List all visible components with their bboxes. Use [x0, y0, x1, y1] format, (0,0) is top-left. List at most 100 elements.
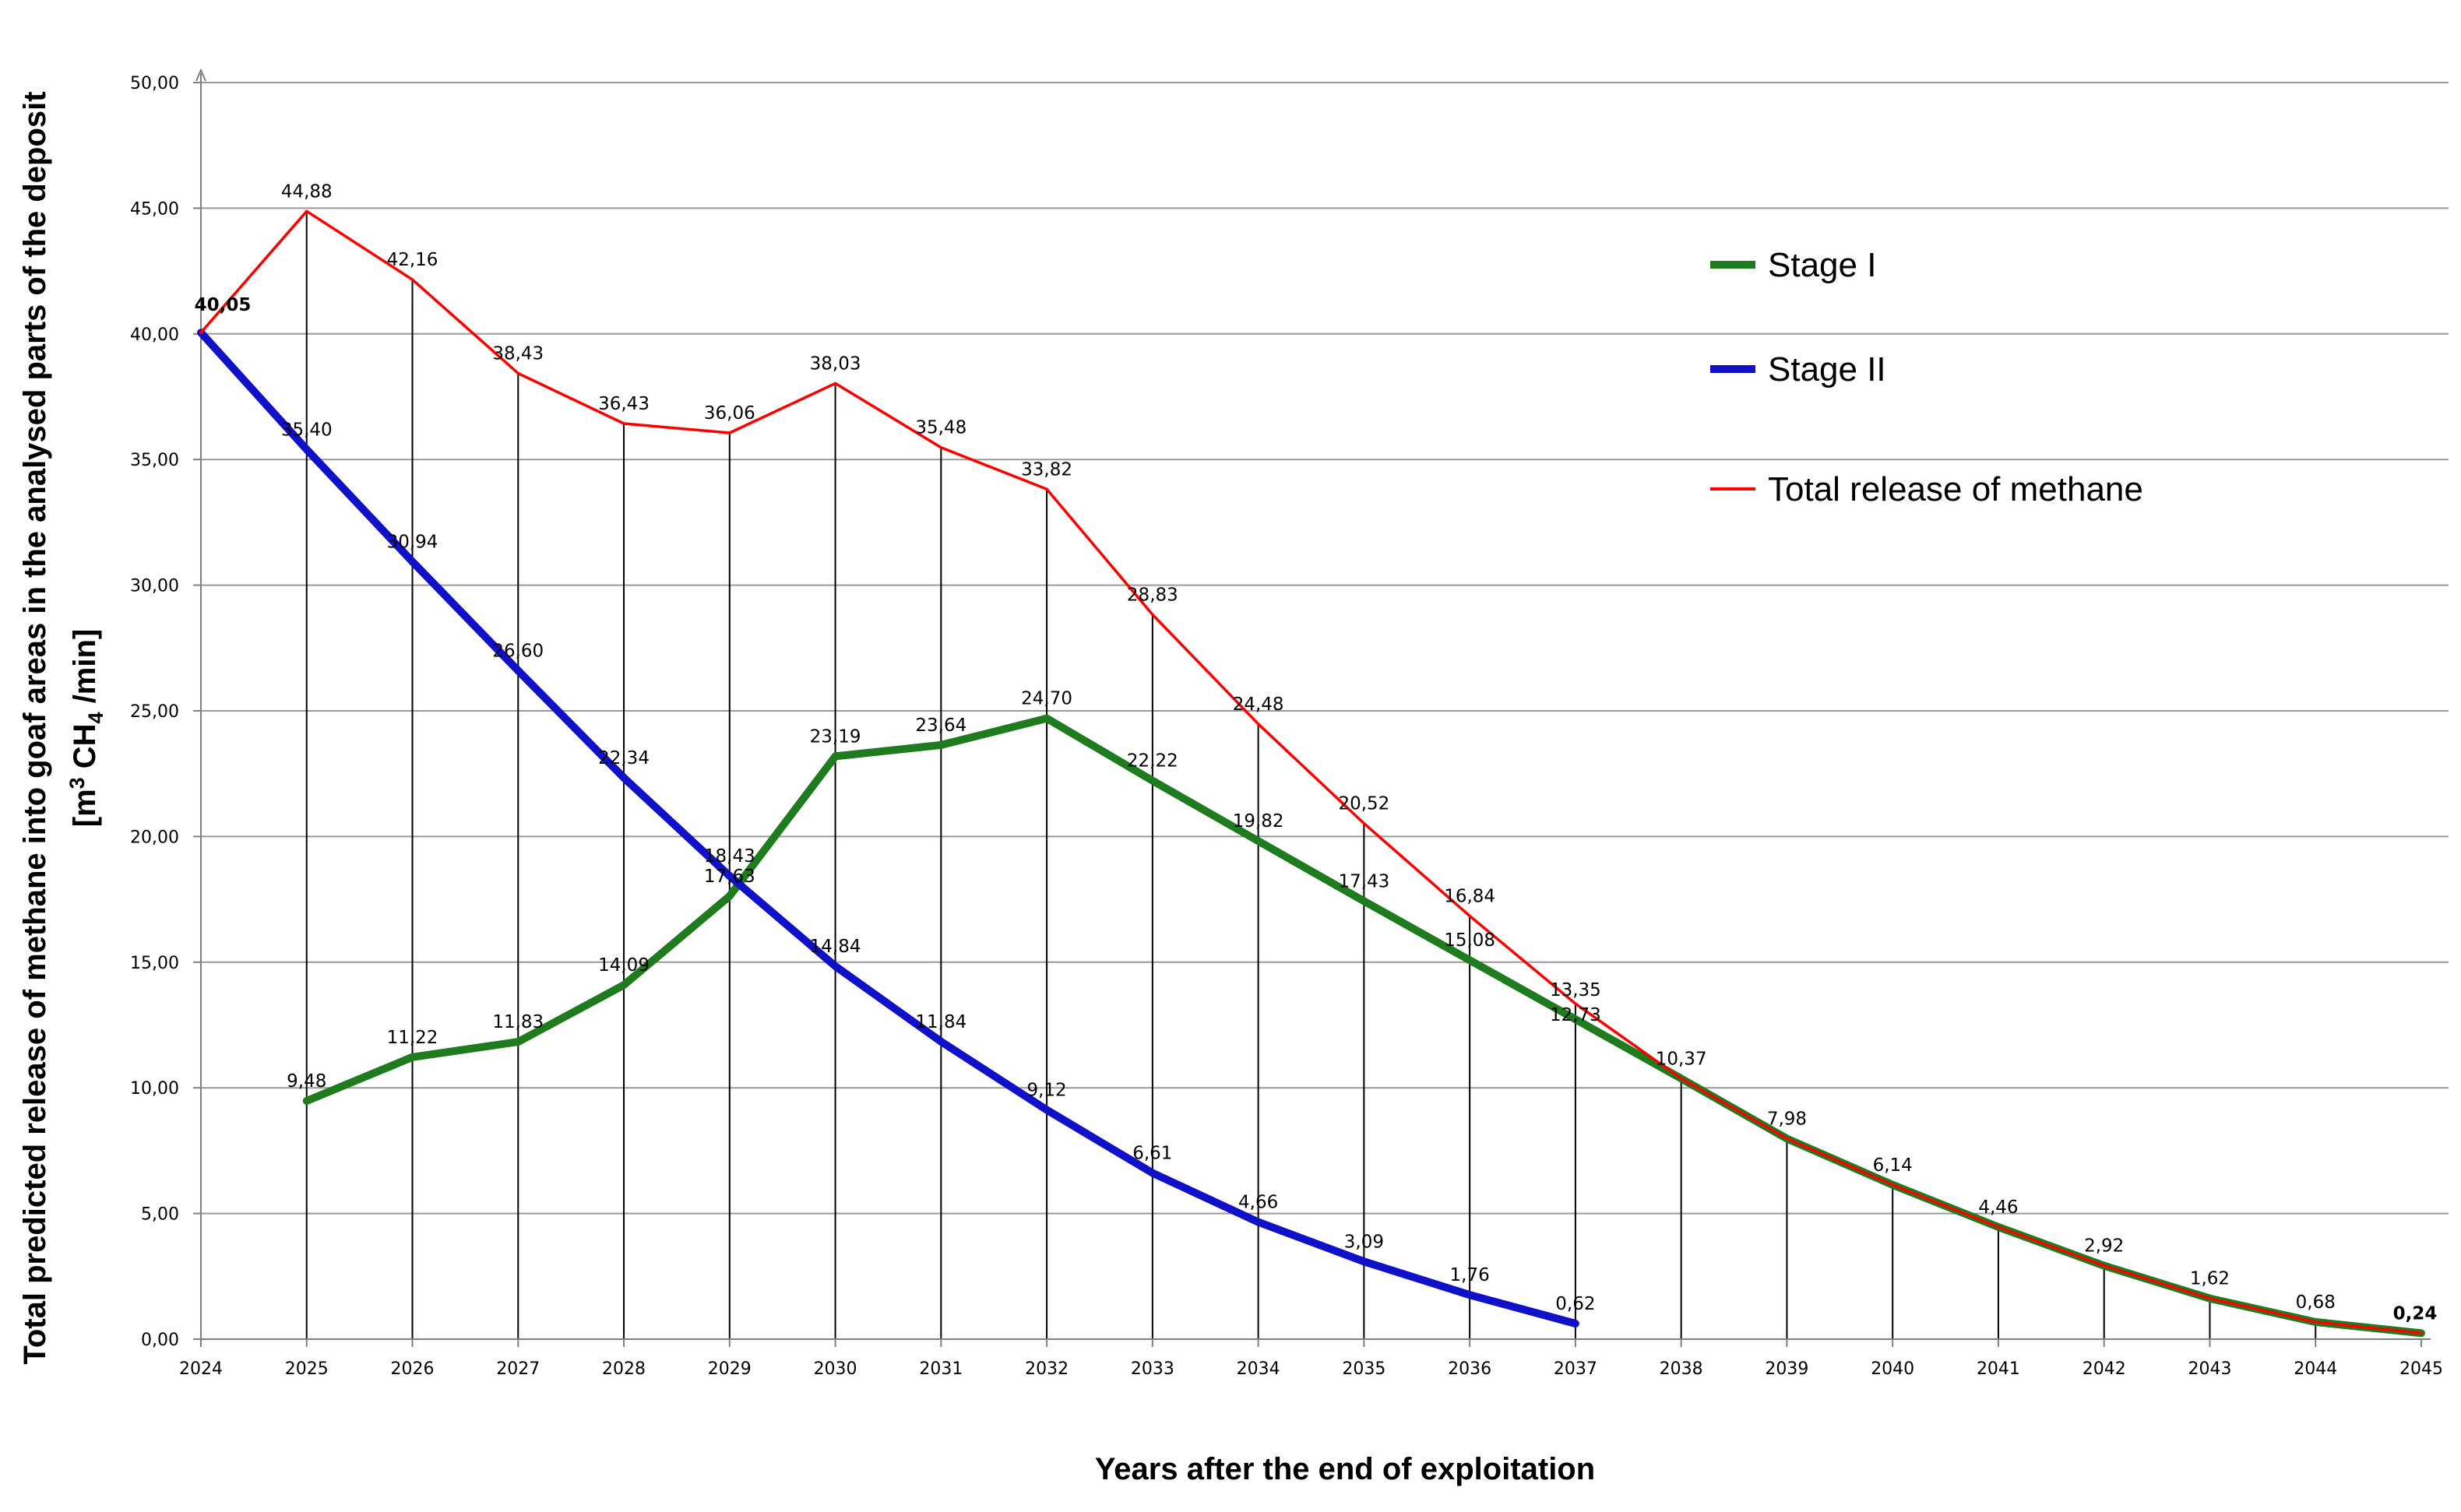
legend: Stage I Stage II Total release of methane	[1710, 246, 2143, 508]
tick-labels: 0,00 5,00 10,00 15,00 20,00 25,00 30,00 35,00 40…	[130, 74, 2443, 1379]
x-tick-label: 2033	[1131, 1359, 1174, 1379]
data-label-total: 33,82	[1021, 459, 1072, 480]
data-labels: 40,05 44,88 42,16 38,43 36,43 36,06 38,03 35,48…	[195, 181, 2438, 1324]
data-label-stage-ii: 18,43	[704, 846, 755, 867]
x-tick-label: 2042	[2083, 1359, 2126, 1379]
y-tick-label: 45,00	[130, 199, 179, 219]
data-label-stage-i: 12,73	[1550, 1005, 1601, 1025]
y-axis-unit-mid: CH	[68, 723, 102, 777]
data-label-stage-ii: 1,76	[1450, 1265, 1490, 1285]
x-tick-label: 2044	[2294, 1359, 2337, 1379]
y-tick-label: 50,00	[130, 74, 179, 93]
y-axis-title-line1: Total predicted release of methane into …	[18, 91, 52, 1364]
data-label-stage-i: 22,22	[1127, 751, 1178, 772]
x-tick-label: 2029	[708, 1359, 752, 1379]
data-label-total: 0,68	[2296, 1292, 2336, 1313]
y-axis-unit-prefix: [m	[68, 789, 102, 827]
data-label-total: 7,98	[1767, 1109, 1807, 1129]
y-tick-label: 10,00	[130, 1079, 179, 1099]
data-label-total: 42,16	[387, 250, 438, 270]
data-label-total: 44,88	[281, 181, 333, 202]
data-label-stage-ii: 0,62	[1555, 1294, 1595, 1314]
x-tick-label: 2025	[285, 1359, 329, 1379]
y-axis-arrow	[195, 68, 206, 82]
data-label-stage-i: 24,70	[1021, 689, 1072, 709]
legend-label: Stage II	[1768, 350, 1886, 389]
data-label-stage-ii: 6,61	[1132, 1144, 1172, 1164]
data-label-total: 1,62	[2190, 1269, 2230, 1289]
x-axis-title: Years after the end of exploitation	[1095, 1452, 1595, 1486]
x-tick-label: 2043	[2188, 1359, 2231, 1379]
y-axis-title-line2: [m3 CH4 /min]	[65, 629, 107, 828]
data-label-stage-i: 11,22	[387, 1028, 438, 1048]
data-label-stage-ii: 35,40	[281, 420, 333, 440]
x-tick-label: 2041	[1977, 1359, 2020, 1379]
gridlines	[201, 82, 2449, 1339]
x-tick-label: 2024	[179, 1359, 223, 1379]
data-label-total: 13,35	[1550, 980, 1601, 1000]
data-label-stage-ii: 4,66	[1238, 1193, 1278, 1213]
x-tick-label: 2039	[1765, 1359, 1808, 1379]
data-label-total: 4,46	[1978, 1197, 2018, 1218]
data-label-stage-i: 9,48	[287, 1071, 326, 1092]
x-tick-label: 2036	[1448, 1359, 1491, 1379]
data-label-stage-i: 17,43	[1338, 871, 1389, 891]
data-label-stage-i: 23,64	[915, 716, 966, 736]
data-label-stage-i: 17,63	[704, 867, 755, 887]
y-axis-title: Total predicted release of methane into …	[18, 91, 107, 1364]
y-tick-label: 15,00	[130, 954, 179, 973]
x-tick-label: 2030	[814, 1359, 857, 1379]
y-tick-label: 25,00	[130, 702, 179, 722]
y-tick-label: 30,00	[130, 577, 179, 596]
data-label-stage-i: 11,83	[492, 1012, 544, 1032]
y-tick-label: 0,00	[141, 1331, 179, 1350]
data-label-total: 24,48	[1233, 694, 1284, 715]
data-label-stage-i: 15,08	[1444, 930, 1495, 951]
data-label-stage-ii: 14,84	[810, 937, 861, 957]
y-tick-label: 35,00	[130, 451, 179, 470]
legend-label: Total release of methane	[1768, 470, 2143, 508]
data-label-total: 10,37	[1656, 1049, 1707, 1069]
data-label-total: 38,03	[810, 353, 861, 374]
x-tick-label: 2031	[919, 1359, 963, 1379]
data-label-total: 6,14	[1873, 1155, 1913, 1176]
x-tick-label: 2038	[1660, 1359, 1703, 1379]
data-series	[197, 209, 2425, 1338]
series-line-total-release-of-methane	[199, 209, 2423, 1335]
data-label-stage-ii: 30,94	[387, 532, 438, 552]
data-label-stage-i: 14,09	[598, 955, 650, 976]
legend-label: Stage I	[1768, 246, 1876, 284]
data-label-total: 2,92	[2084, 1236, 2124, 1257]
data-label-total: 20,52	[1338, 794, 1389, 814]
data-label-stage-i: 19,82	[1233, 811, 1284, 832]
y-axis-unit-sup: 3	[65, 777, 89, 789]
y-tick-label: 5,00	[141, 1205, 179, 1225]
x-tick-label: 2045	[2399, 1359, 2443, 1379]
data-label-stage-ii: 22,34	[598, 748, 650, 768]
x-tick-label: 2027	[496, 1359, 540, 1379]
data-label-total: 16,84	[1444, 886, 1495, 906]
y-axis-unit-sub: 4	[84, 712, 107, 723]
x-tick-label: 2032	[1025, 1359, 1069, 1379]
axes	[193, 68, 2431, 1347]
x-tick-label: 2040	[1871, 1359, 1914, 1379]
x-tick-label: 2028	[602, 1359, 646, 1379]
x-tick-label: 2034	[1237, 1359, 1280, 1379]
x-tick-label: 2037	[1554, 1359, 1597, 1379]
data-label-total: 36,06	[704, 403, 755, 424]
data-label-total: 28,83	[1127, 585, 1178, 605]
data-label-total: 35,48	[915, 418, 966, 438]
y-tick-label: 20,00	[130, 828, 179, 847]
data-label-total: 40,05	[195, 295, 252, 315]
data-label-stage-ii: 9,12	[1026, 1081, 1066, 1101]
x-tick-label: 2026	[391, 1359, 435, 1379]
data-label-stage-ii: 11,84	[915, 1012, 966, 1032]
data-label-stage-ii: 3,09	[1344, 1232, 1384, 1252]
y-axis-unit-suffix: /min]	[68, 629, 102, 712]
x-tick-label: 2035	[1342, 1359, 1385, 1379]
data-label-total: 0,24	[2393, 1303, 2438, 1324]
series-line-stage-ii	[197, 329, 1579, 1327]
data-label-total: 38,43	[492, 343, 544, 364]
data-label-total: 36,43	[598, 394, 650, 414]
